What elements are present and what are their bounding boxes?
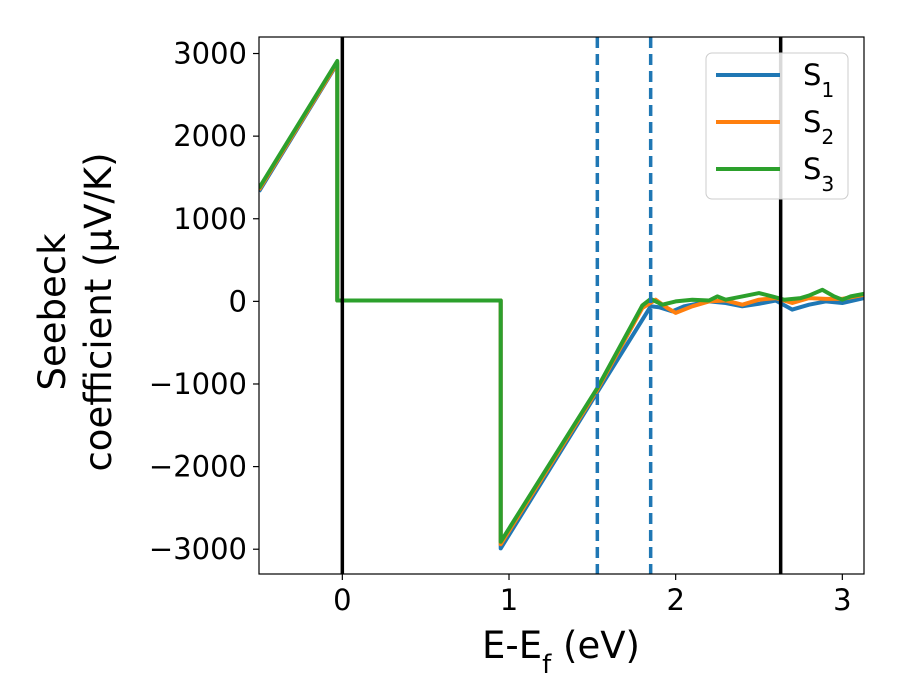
x-tick-label: 2 bbox=[666, 583, 684, 617]
legend-label-2: S2 bbox=[803, 105, 834, 149]
plot-frame bbox=[258, 36, 865, 575]
y-tick-label: 2000 bbox=[173, 119, 247, 153]
series-line-3 bbox=[259, 59, 864, 544]
x-tick-label: 0 bbox=[333, 583, 351, 617]
y-tick-label: −2000 bbox=[149, 450, 247, 484]
y-tick-label: 0 bbox=[229, 284, 247, 318]
legend-box bbox=[705, 52, 849, 200]
y-tick-label: −1000 bbox=[149, 367, 247, 401]
y-tick-label: 3000 bbox=[173, 37, 247, 71]
y-axis-label: Seebeckcoefficient (μV/K) bbox=[31, 152, 120, 471]
x-tick-label: 1 bbox=[500, 583, 518, 617]
x-tick-label: 3 bbox=[833, 583, 851, 617]
y-tick-label: 1000 bbox=[173, 202, 247, 236]
legend-label-1: S1 bbox=[803, 58, 834, 102]
tick-layer: 0 1 2 3 −3000 −2000 −1000 0 1000 2000 3000 bbox=[149, 37, 852, 617]
legend-label-3: S3 bbox=[803, 152, 834, 196]
y-tick-label: −3000 bbox=[149, 532, 247, 566]
x-axis-label: E-Ef (eV) bbox=[482, 624, 640, 680]
series-layer bbox=[259, 59, 864, 551]
